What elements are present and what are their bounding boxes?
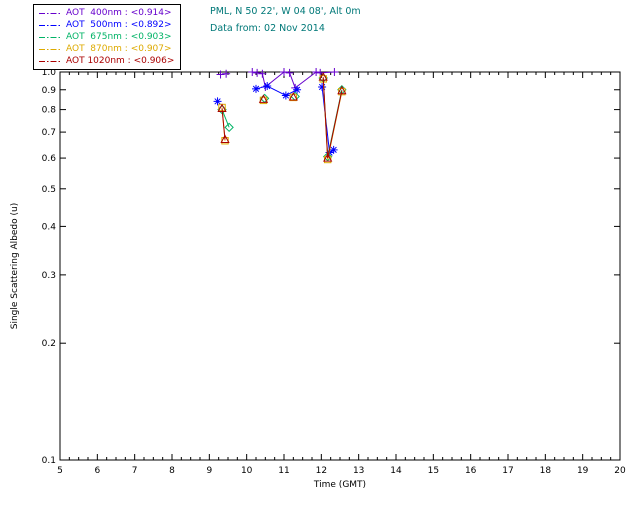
- x-tick-label: 19: [577, 466, 589, 476]
- legend-item-label: AOT 500nm : <0.892>: [66, 20, 172, 30]
- x-tick-label: 14: [390, 466, 402, 476]
- series-aot-500nm: [213, 82, 338, 157]
- x-tick-label: 16: [465, 466, 477, 476]
- y-tick-label: 0.5: [42, 185, 56, 195]
- y-tick-label: 0.1: [42, 456, 56, 466]
- x-tick-label: 20: [614, 466, 626, 476]
- y-ticks: 1.0 0.9 0.8 0.7 0.6 0.5 0.4 0.3 0.2 0.1: [42, 68, 620, 466]
- x-ticks: 5 6 7 8 9 10 11 12 13 14 15 16 17 18 19 20: [57, 72, 626, 476]
- y-tick-label: 0.2: [42, 339, 56, 349]
- legend: AOT 400nm : <0.914> AOT 500nm : <0.892> …: [33, 4, 182, 70]
- y-tick-label: 0.9: [42, 86, 57, 96]
- x-tick-label: 10: [241, 466, 253, 476]
- x-tick-label: 18: [540, 466, 552, 476]
- x-tick-label: 13: [353, 466, 364, 476]
- legend-item-label: AOT 1020nm : <0.906>: [66, 56, 175, 66]
- y-tick-label: 0.8: [42, 106, 57, 116]
- x-tick-label: 8: [169, 466, 175, 476]
- y-tick-label: 0.7: [42, 128, 56, 138]
- x-tick-label: 7: [132, 466, 138, 476]
- x-tick-label: 15: [428, 466, 439, 476]
- legend-item-label: AOT 675nm : <0.903>: [66, 32, 172, 42]
- line-sample-icon: [39, 24, 61, 26]
- y-axis-title: Single Scattering Albedo (u): [10, 203, 20, 330]
- station-location: PML, N 50 22', W 04 08', Alt 0m: [210, 6, 361, 17]
- legend-item-label: AOT 400nm : <0.914>: [66, 8, 172, 18]
- series-aot-1020nm: [217, 72, 347, 162]
- line-sample-icon: [39, 12, 61, 14]
- legend-item-870nm: AOT 870nm : <0.907>: [38, 43, 174, 55]
- x-tick-label: 9: [206, 466, 212, 476]
- line-sample-icon: [39, 60, 61, 62]
- line-sample-icon: [39, 48, 61, 50]
- x-tick-label: 11: [278, 466, 289, 476]
- legend-item-500nm: AOT 500nm : <0.892>: [38, 19, 174, 31]
- x-tick-label: 6: [94, 466, 100, 476]
- y-tick-label: 0.4: [42, 222, 57, 232]
- x-axis-title: Time (GMT): [313, 480, 366, 490]
- station-header: PML, N 50 22', W 04 08', Alt 0m Data fro…: [210, 6, 361, 34]
- x-tick-label: 17: [502, 466, 513, 476]
- y-tick-label: 0.6: [42, 154, 57, 164]
- legend-item-label: AOT 870nm : <0.907>: [66, 44, 172, 54]
- axes: [59, 71, 621, 461]
- legend-item-400nm: AOT 400nm : <0.914>: [38, 7, 174, 19]
- y-tick-label: 1.0: [42, 68, 57, 78]
- x-tick-label: 5: [57, 466, 63, 476]
- data-date: Data from: 02 Nov 2014: [210, 23, 325, 34]
- y-tick-label: 0.3: [42, 271, 56, 281]
- x-tick-label: 12: [316, 466, 327, 476]
- line-sample-icon: [39, 36, 61, 38]
- legend-item-675nm: AOT 675nm : <0.903>: [38, 31, 174, 43]
- legend-item-1020nm: AOT 1020nm : <0.906>: [38, 55, 174, 67]
